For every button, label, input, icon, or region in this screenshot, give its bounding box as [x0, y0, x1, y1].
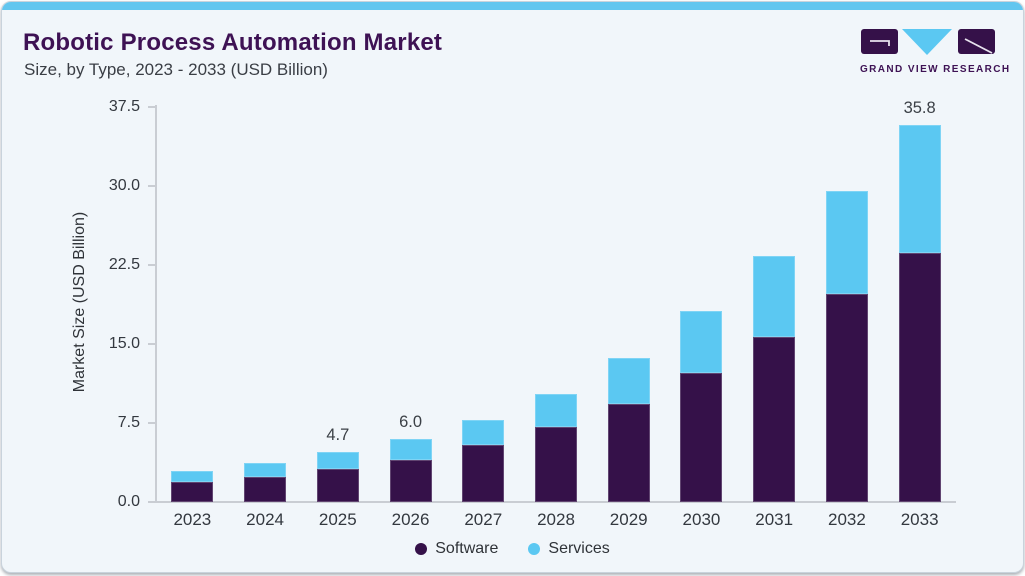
bar-2024-services-segment — [244, 463, 287, 477]
legend-label-services: Services — [548, 540, 610, 557]
x-tick-label-2030: 2030 — [682, 510, 721, 529]
x-tick-label-2029: 2029 — [609, 510, 648, 529]
bar-2026-services-segment — [389, 438, 432, 460]
y-tick-label-30.0: 30.0 — [108, 177, 140, 194]
y-tick-mark-15.0 — [148, 343, 155, 345]
bar-2030-services-segment — [680, 311, 723, 374]
x-tick-label-2025: 2025 — [318, 510, 357, 529]
bar-2032-software-segment — [825, 294, 868, 502]
legend-item-services: Services — [528, 540, 610, 558]
bar-2025-software-segment — [316, 469, 359, 502]
brand-logo: GRAND VIEW RESEARCH — [860, 28, 1011, 75]
y-tick-mark-22.5 — [148, 264, 155, 266]
gvr-logo-mark — [861, 29, 995, 55]
y-tick-label-15.0: 15.0 — [108, 335, 140, 352]
y-tick-mark-0.0 — [148, 501, 155, 503]
bar-2030-software-segment — [680, 373, 723, 502]
legend-item-software: Software — [415, 540, 498, 558]
page-title: Robotic Process Automation Market — [23, 29, 443, 56]
bar-2029-software-segment — [607, 404, 650, 502]
bar-2023-services-segment — [171, 471, 214, 482]
y-tick-mark-37.5 — [148, 106, 155, 108]
y-tick-label-37.5: 37.5 — [108, 98, 140, 115]
x-tick-label-2031: 2031 — [755, 510, 794, 529]
bar-value-label-2026: 6.0 — [399, 412, 422, 431]
y-tick-label-22.5: 22.5 — [108, 256, 140, 273]
bar-2027-software-segment — [462, 445, 505, 502]
x-tick-label-2024: 2024 — [246, 510, 284, 529]
x-tick-label-2026: 2026 — [391, 510, 430, 529]
page-subtitle: Size, by Type, 2023 - 2033 (USD Billion) — [24, 60, 328, 79]
x-tick-label-2023: 2023 — [173, 510, 212, 529]
bar-2033-software-segment — [898, 253, 941, 502]
chart-legend: Software Services — [2, 540, 1023, 558]
bar-2031-services-segment — [753, 255, 796, 337]
y-tick-mark-7.5 — [148, 422, 155, 424]
services-swatch — [528, 543, 541, 555]
bar-2028-services-segment — [535, 393, 577, 428]
y-axis-title: Market Size (USD Billion) — [71, 211, 88, 393]
brand-name: GRAND VIEW RESEARCH — [860, 64, 1011, 75]
x-tick-label-2033: 2033 — [900, 510, 939, 529]
bar-2027-services-segment — [462, 419, 505, 446]
x-tick-label-2027: 2027 — [464, 510, 503, 529]
y-axis-line — [155, 105, 157, 502]
bar-2028-software-segment — [535, 427, 577, 502]
accent-strip — [2, 2, 1023, 10]
bar-2025-services-segment — [316, 452, 359, 470]
x-tick-label-2032: 2032 — [827, 510, 866, 529]
bar-2032-services-segment — [825, 191, 868, 295]
x-tick-label-2028: 2028 — [537, 510, 575, 529]
bar-2033-services-segment — [898, 124, 941, 254]
bar-2026-software-segment — [389, 459, 432, 502]
y-tick-mark-30.0 — [148, 185, 155, 187]
bar-value-label-2025: 4.7 — [326, 426, 350, 445]
bar-2029-services-segment — [607, 357, 650, 405]
y-tick-label-7.5: 7.5 — [117, 414, 140, 431]
bar-2031-software-segment — [753, 336, 796, 502]
software-swatch — [415, 543, 428, 555]
bar-value-label-2033: 35.8 — [903, 98, 936, 117]
bar-2024-software-segment — [244, 476, 287, 502]
y-tick-label-0.0: 0.0 — [117, 493, 140, 510]
bar-2023-software-segment — [171, 481, 214, 502]
legend-label-software: Software — [435, 540, 499, 557]
